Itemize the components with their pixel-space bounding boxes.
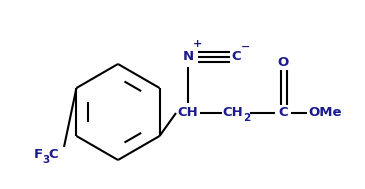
Text: CH: CH [223, 106, 243, 119]
Text: 2: 2 [243, 113, 251, 123]
Text: C: C [231, 50, 241, 64]
Text: −: − [241, 42, 251, 52]
Text: —: — [292, 106, 306, 120]
Text: CH: CH [178, 106, 198, 119]
Text: O: O [277, 56, 289, 68]
Text: C: C [48, 149, 58, 161]
Text: —: — [204, 106, 218, 120]
Text: N: N [182, 50, 193, 64]
Text: +: + [193, 39, 203, 49]
Text: F: F [34, 149, 43, 161]
Text: OMe: OMe [308, 106, 342, 119]
Text: C: C [278, 106, 288, 119]
Text: —: — [255, 106, 269, 120]
Text: 3: 3 [42, 155, 50, 165]
